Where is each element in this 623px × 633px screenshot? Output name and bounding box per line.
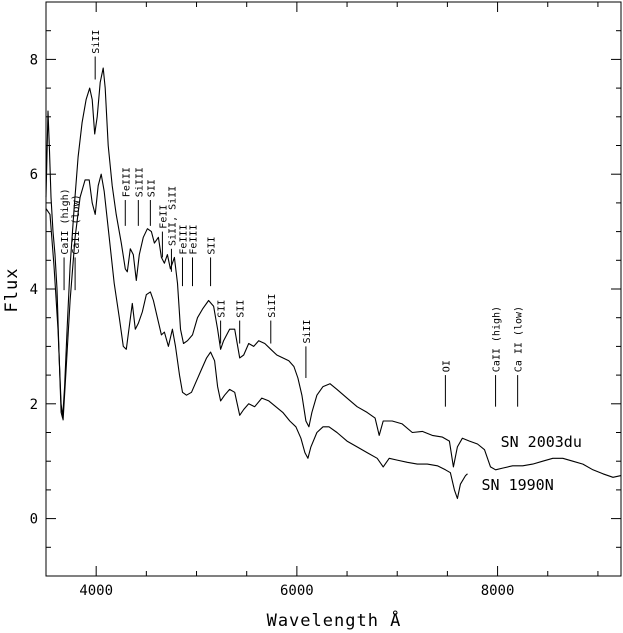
- axes-layer: 4000 6000 8000 0 2 4 6 8: [30, 1, 622, 599]
- line-label: SiIII: [134, 167, 145, 197]
- y-tick-label: 2: [30, 397, 38, 413]
- x-tick-label: 8000: [481, 583, 515, 599]
- line-label: SII: [236, 300, 247, 318]
- line-label: FeIII: [121, 167, 132, 197]
- x-tick-label: 4000: [79, 583, 113, 599]
- x-axis-title: Wavelength Å: [267, 609, 402, 631]
- series-label-sn1990n: SN 1990N: [482, 476, 554, 494]
- line-label: SII: [146, 179, 157, 197]
- line-label: Ca II (low): [514, 306, 525, 372]
- plot-layer: SN 2003du SN 1990N: [45, 67, 622, 500]
- line-label: SII: [217, 300, 228, 318]
- line-label: SiII, SiII: [167, 186, 178, 246]
- series-label-sn2003du: SN 2003du: [501, 433, 582, 451]
- line-label: FeIII: [179, 224, 190, 254]
- line-label: CaII (high): [492, 306, 503, 372]
- spectrum-line-sn2003du: [45, 67, 622, 478]
- line-label: FeII: [158, 205, 169, 229]
- y-tick-label: 6: [30, 167, 38, 183]
- line-label: OI: [441, 360, 452, 372]
- line-label: CaII (high): [60, 188, 71, 254]
- line-label: SII: [207, 237, 218, 255]
- y-tick-label: 8: [30, 52, 38, 68]
- line-label: SiII: [302, 319, 313, 343]
- line-label: SiII: [91, 30, 102, 54]
- x-tick-label: 6000: [280, 583, 314, 599]
- line-label: SiII: [267, 294, 278, 318]
- y-tick-label: 4: [30, 282, 38, 298]
- y-axis-title: Flux: [2, 268, 22, 313]
- y-tick-label: 0: [30, 512, 38, 528]
- line-label: CaII (low): [71, 194, 82, 254]
- spectrum-line-sn1990n: [45, 173, 468, 500]
- line-label: FeIII: [189, 224, 200, 254]
